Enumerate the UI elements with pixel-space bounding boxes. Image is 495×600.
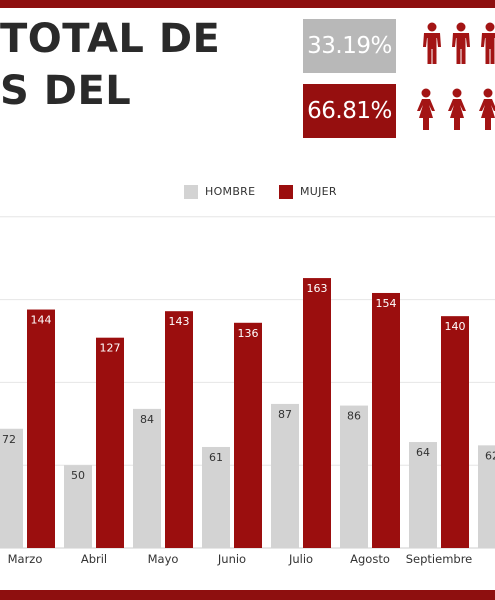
- data-label-mujer: 144: [31, 314, 52, 327]
- title-line-1: TOTAL DE: [0, 16, 221, 62]
- bar-mujer: [441, 316, 469, 548]
- male-person-icon: [452, 22, 470, 64]
- bar-mujer: [372, 292, 400, 548]
- bar-hombre: [64, 465, 92, 548]
- data-label-hombre: 50: [71, 469, 85, 482]
- data-label-hombre: 61: [209, 451, 223, 464]
- chart-legend: HOMBRE MUJER: [0, 184, 495, 200]
- data-label-hombre: 84: [140, 413, 154, 426]
- x-tick-label: Marzo: [8, 552, 43, 566]
- hombre-percentage-box: 33.19%: [303, 19, 396, 73]
- bar-hombre: [0, 428, 23, 548]
- female-person-icon: [479, 88, 495, 130]
- data-label-hombre: 72: [2, 433, 16, 446]
- title-line-2: S DEL: [0, 68, 132, 114]
- bar-hombre: [409, 442, 437, 548]
- x-tick-label: Julio: [288, 552, 313, 566]
- legend-label-hombre: HOMBRE: [205, 185, 256, 198]
- mujer-percentage-box: 66.81%: [303, 84, 396, 138]
- bar-mujer: [234, 322, 262, 548]
- bar-hombre: [133, 408, 161, 548]
- data-label-mujer: 143: [169, 315, 190, 328]
- x-tick-label: Septiembre: [406, 552, 473, 566]
- female-person-icon: [448, 88, 466, 130]
- bar-mujer: [96, 337, 124, 548]
- male-person-icon: [423, 22, 441, 64]
- x-tick-label: Abril: [81, 552, 107, 566]
- male-person-icon: [481, 22, 495, 64]
- legend-swatch-mujer: [279, 185, 293, 199]
- legend-label-mujer: MUJER: [300, 185, 337, 198]
- bar-hombre: [271, 403, 299, 548]
- bar-hombre: [340, 405, 368, 548]
- legend-swatch-hombre: [184, 185, 198, 199]
- data-label-mujer: 127: [100, 342, 121, 355]
- x-tick-label: Mayo: [148, 552, 179, 566]
- bar-mujer: [165, 311, 193, 548]
- bar-hombre: [202, 446, 230, 548]
- bar-hombre: [478, 445, 495, 548]
- data-label-mujer: 140: [445, 320, 466, 333]
- data-label-hombre: 64: [416, 446, 430, 459]
- bottom-border: [0, 590, 495, 600]
- top-border: [0, 0, 495, 8]
- data-label-mujer: 136: [238, 327, 259, 340]
- x-tick-label: Junio: [217, 552, 246, 566]
- data-label-hombre: 87: [278, 408, 292, 421]
- data-label-hombre: 62: [485, 449, 495, 462]
- female-person-icon: [417, 88, 435, 130]
- bar-mujer: [303, 278, 331, 548]
- data-label-mujer: 154: [376, 297, 397, 310]
- data-label-mujer: 163: [307, 282, 328, 295]
- data-label-hombre: 86: [347, 410, 361, 423]
- x-tick-label: Agosto: [350, 552, 390, 566]
- bar-mujer: [27, 309, 55, 548]
